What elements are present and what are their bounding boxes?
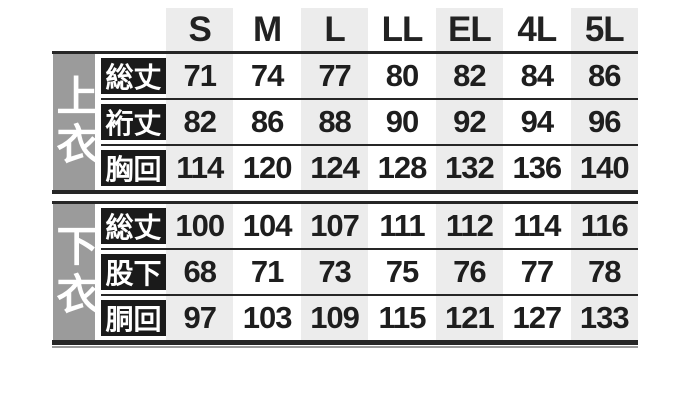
size-value-cell: 82	[183, 104, 216, 139]
size-value-cell: 121	[445, 300, 495, 335]
size-value-cell: 97	[183, 300, 216, 335]
size-value-cell: 120	[242, 150, 293, 185]
size-value-cell: 132	[445, 150, 495, 185]
size-value-cell: 111	[379, 208, 425, 243]
column-band	[435, 204, 504, 340]
group-label-upper-garment: 上衣	[51, 54, 98, 190]
upper-column-bands	[166, 54, 638, 190]
size-value-cell: 116	[580, 208, 629, 243]
row-divider	[101, 98, 638, 100]
size-value-cell: 107	[310, 208, 360, 243]
size-value-cell: 92	[453, 104, 486, 139]
column-band	[435, 54, 504, 190]
size-value-cell: 140	[579, 150, 630, 185]
table-row: 114 120 124 128 132 136 140	[166, 146, 638, 190]
row-divider	[101, 248, 638, 250]
upper-table-bottom-border	[52, 190, 638, 194]
column-band	[300, 204, 369, 340]
bottom-border-shadow	[52, 346, 638, 348]
row-label-sleeve-length: 裄丈	[101, 104, 166, 140]
row-label-chest: 胸回	[101, 150, 166, 186]
table-row: 71 74 77 80 82 84 86	[166, 54, 638, 98]
size-value-cell: 104	[242, 208, 293, 243]
column-band	[570, 204, 638, 340]
table-row: 100 104 107 111 112 114 116	[166, 204, 638, 248]
size-value-cell: 109	[310, 300, 360, 335]
size-value-cell: 86	[588, 58, 621, 93]
column-band	[166, 54, 234, 190]
size-value-cell: 100	[175, 208, 225, 243]
size-value-cell: 80	[385, 58, 419, 93]
row-label-total-length: 総丈	[101, 208, 166, 244]
size-value-cell: 90	[385, 104, 419, 139]
size-header-m: M	[253, 9, 282, 49]
size-header-ll: LL	[381, 9, 424, 49]
size-header-5l: 5L	[570, 8, 638, 51]
size-value-cell: 133	[579, 300, 630, 335]
size-value-cell: 136	[512, 150, 562, 185]
size-value-cell: 76	[453, 254, 486, 289]
size-value-cell: 77	[318, 58, 351, 93]
size-value-cell: 75	[385, 254, 419, 289]
size-value-cell: 88	[318, 104, 351, 139]
size-header-s: S	[166, 8, 234, 51]
size-value-cell: 78	[588, 254, 621, 289]
size-value-cell: 86	[250, 104, 284, 139]
size-value-cell: 68	[183, 254, 216, 289]
size-value-cell: 96	[588, 104, 621, 139]
lower-table-top-border	[52, 201, 638, 204]
table-row: 97 103 109 115 121 127 133	[166, 296, 638, 340]
size-value-cell: 114	[176, 150, 224, 185]
row-label-total-length: 総丈	[101, 58, 166, 94]
row-label-inseam: 股下	[101, 254, 166, 290]
size-value-cell: 94	[520, 104, 554, 139]
column-band	[300, 54, 369, 190]
size-header-4l: 4L	[517, 9, 557, 49]
column-band	[166, 204, 234, 340]
size-header-el: EL	[435, 8, 504, 51]
size-value-cell: 71	[250, 254, 284, 289]
upper-table-top-border	[52, 51, 638, 54]
size-value-cell: 71	[183, 58, 216, 93]
column-band	[570, 54, 638, 190]
size-value-cell: 114	[513, 208, 561, 243]
size-value-cell: 127	[512, 300, 562, 335]
table-row: 68 71 73 75 76 77 78	[166, 250, 638, 294]
size-value-cell: 124	[310, 150, 360, 185]
size-value-cell: 103	[242, 300, 293, 335]
size-value-cell: 112	[445, 208, 494, 243]
size-value-cell: 73	[318, 254, 351, 289]
row-divider	[101, 144, 638, 146]
size-value-cell: 84	[520, 58, 554, 93]
size-value-cell: 82	[453, 58, 486, 93]
size-value-cell: 128	[377, 150, 428, 185]
row-label-waist: 胴回	[101, 300, 166, 336]
size-value-cell: 77	[520, 254, 554, 289]
lower-table-bottom-border	[52, 340, 638, 345]
size-header-row: S M L LL EL 4L 5L	[166, 8, 638, 51]
group-label-lower-garment: 下衣	[51, 204, 98, 340]
row-divider	[101, 294, 638, 296]
size-value-cell: 74	[250, 58, 284, 93]
size-header-l: L	[300, 8, 369, 51]
table-row: 82 86 88 90 92 94 96	[166, 100, 638, 144]
lower-column-bands	[166, 204, 638, 340]
size-value-cell: 115	[378, 300, 426, 335]
